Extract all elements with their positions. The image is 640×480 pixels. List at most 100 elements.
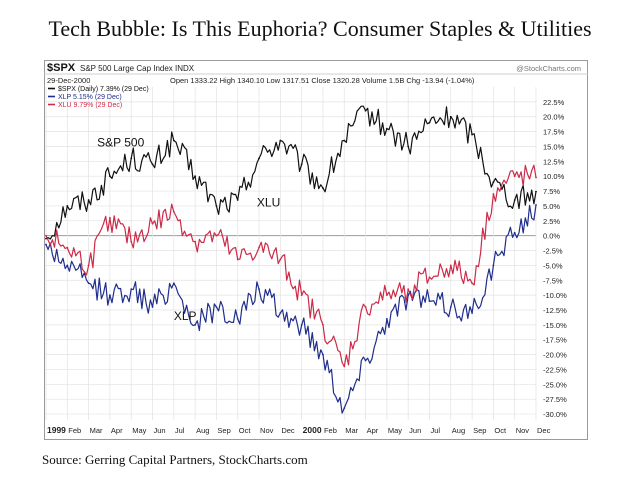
data-point — [385, 294, 388, 297]
y-tick-label: -27.5% — [543, 395, 567, 404]
chart-svg: $SPX S&P 500 Large Cap Index INDX @Stock… — [44, 60, 588, 440]
data-point — [300, 163, 303, 166]
data-point — [66, 205, 69, 207]
data-point — [87, 282, 90, 285]
y-tick-label: 0.0% — [543, 232, 560, 241]
data-point — [535, 176, 537, 179]
data-point — [449, 264, 452, 267]
y-tick-label: -12.5% — [543, 306, 567, 315]
x-tick-label: Oct — [239, 426, 252, 435]
legend: $SPX (Daily) 7.39% (29 Dec)XLP 5.15% (29… — [48, 86, 149, 109]
data-point — [130, 240, 133, 243]
data-point — [151, 306, 154, 308]
annotation-label: S&P 500 — [97, 135, 144, 149]
x-tick-label: Aug — [196, 426, 209, 435]
y-tick-label: -10.0% — [543, 291, 567, 300]
y-tick-label: -2.5% — [543, 247, 563, 256]
x-tick-label: 2000 — [303, 425, 322, 435]
x-tick-label: Sep — [473, 426, 486, 435]
annotation-label: XLU — [257, 196, 280, 210]
data-point — [172, 282, 175, 285]
y-tick-label: -15.0% — [543, 321, 567, 330]
y-tick-label: -20.0% — [543, 351, 567, 360]
data-point — [87, 199, 90, 201]
x-tick-label: Mar — [345, 426, 358, 435]
data-point — [87, 264, 90, 267]
data-point — [109, 294, 111, 297]
data-point — [236, 258, 239, 261]
data-point — [300, 323, 303, 326]
y-tick-label: -17.5% — [543, 336, 567, 345]
data-point — [364, 359, 367, 362]
data-point — [258, 246, 260, 249]
x-axis: 1999 Feb Mar Apr May Jun Jul Aug Sep Oct Nov Dec 200… — [47, 425, 551, 435]
data-point — [322, 323, 324, 326]
y-tick-label: -7.5% — [543, 276, 563, 285]
y-tick-label: 7.5% — [543, 187, 560, 196]
data-point — [151, 163, 154, 166]
x-tick-label: Dec — [281, 426, 295, 435]
x-tick-label: Nov — [260, 426, 274, 435]
data-point — [236, 318, 239, 320]
x-tick-label: Apr — [111, 426, 123, 435]
data-point — [215, 306, 218, 308]
x-tick-label: Jul — [430, 426, 440, 435]
data-point — [300, 294, 303, 297]
index-name: S&P 500 Large Cap Index INDX — [80, 64, 195, 73]
x-tick-label: Jul — [175, 426, 185, 435]
source-note: Source: Gerring Capital Partners, StockC… — [42, 452, 308, 467]
y-tick-label: 10.0% — [543, 172, 565, 181]
x-tick-label: Feb — [324, 426, 337, 435]
data-point — [428, 276, 431, 279]
data-point — [279, 312, 282, 314]
data-point — [45, 237, 47, 240]
watermark: @StockCharts.com — [516, 64, 581, 73]
y-tick-label: -5.0% — [543, 261, 563, 270]
data-point — [492, 264, 495, 267]
data-point — [215, 234, 218, 237]
data-point — [407, 288, 410, 291]
data-point — [428, 300, 431, 302]
data-point — [130, 288, 133, 291]
annotations: S&P 500 XLU XLP — [97, 135, 280, 323]
x-tick-label: 1999 — [47, 425, 66, 435]
data-point — [130, 157, 133, 160]
data-point — [471, 282, 473, 285]
y-tick-label: 2.5% — [543, 217, 560, 226]
series-line-xlu — [45, 164, 537, 368]
data-point — [449, 306, 452, 308]
y-axis: -30.0% -27.5% -25.0% -22.5% -20.0% -17.5% -15.… — [543, 98, 567, 419]
x-tick-label: Oct — [494, 426, 507, 435]
ticker-label: $SPX — [47, 62, 76, 74]
y-tick-label: 15.0% — [543, 142, 565, 151]
data-point — [172, 210, 175, 213]
y-tick-label: 20.0% — [543, 113, 565, 122]
data-point — [471, 133, 473, 136]
y-tick-label: 17.5% — [543, 128, 565, 137]
x-tick-label: Apr — [367, 426, 379, 435]
y-tick-label: 5.0% — [543, 202, 560, 211]
x-tick-label: May — [132, 426, 146, 435]
data-point — [66, 264, 69, 267]
x-tick-label: Jun — [154, 426, 166, 435]
y-tick-label: 12.5% — [543, 157, 565, 166]
data-point — [45, 234, 47, 237]
x-tick-label: Aug — [452, 426, 465, 435]
data-point — [343, 365, 346, 368]
data-point — [343, 139, 346, 142]
y-tick-label: 22.5% — [543, 98, 565, 107]
data-point — [471, 312, 473, 314]
y-tick-label: -22.5% — [543, 365, 567, 374]
x-tick-label: Jun — [409, 426, 421, 435]
data-point — [322, 353, 324, 356]
series-line-spx — [45, 105, 537, 240]
data-point — [109, 175, 111, 178]
data-point — [385, 318, 388, 320]
data-point — [513, 231, 516, 234]
data-point — [449, 115, 452, 118]
legend-label: XLP 5.15% (29 Dec) — [58, 94, 122, 101]
y-tick-label: -30.0% — [543, 410, 567, 419]
ohlc-label: Open 1333.22 High 1340.10 Low 1317.51 Cl… — [170, 76, 475, 85]
data-point — [215, 205, 218, 207]
data-point — [151, 222, 154, 225]
